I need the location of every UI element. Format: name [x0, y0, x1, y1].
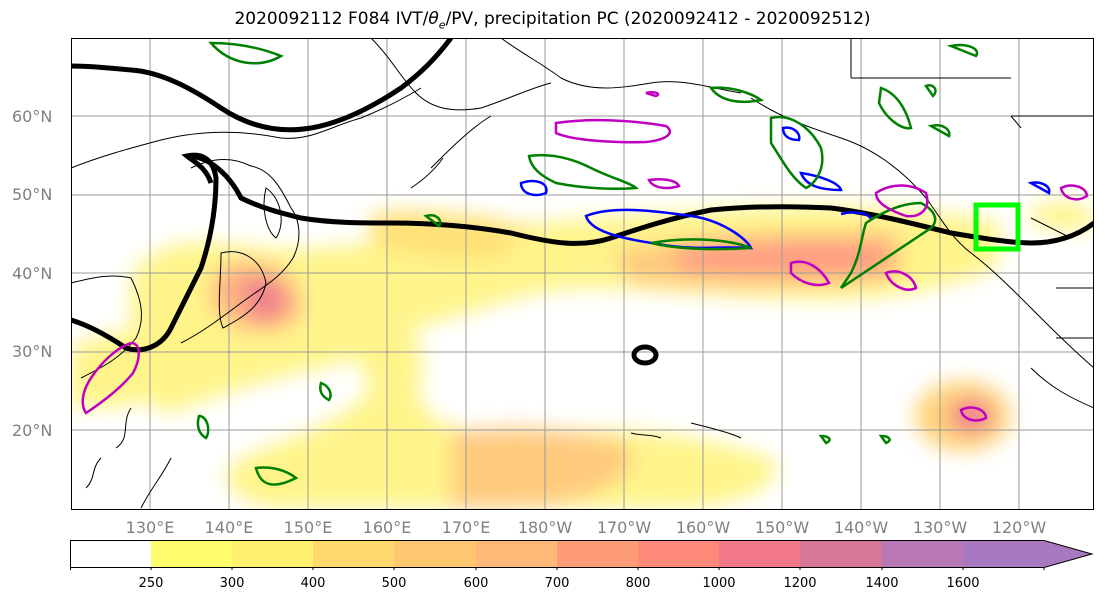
target-region-box	[973, 202, 1021, 252]
colorbar-segment-600	[476, 540, 557, 568]
lon-label-130e: 130°E	[125, 518, 175, 537]
lon-label-140e: 140°E	[204, 518, 254, 537]
lon-label-150w: 150°W	[754, 518, 810, 537]
colorbar-segment-1000	[719, 540, 800, 568]
colorbar-tick-500: 500	[381, 576, 407, 591]
map-title: 2020092112 F084 IVT/θe/PV, precipitation…	[234, 9, 871, 32]
lon-label-160e: 160°E	[362, 518, 412, 537]
colorbar-tick-1400: 1400	[865, 576, 899, 591]
map-panel	[71, 38, 1094, 510]
pv-contours-green	[196, 41, 979, 486]
lat-label-60n: 60°N	[12, 107, 53, 126]
colorbar-segment-1200	[800, 540, 882, 568]
colorbar-segment-1600	[963, 540, 1044, 568]
colorbar-tick-1000: 1000	[702, 576, 736, 591]
colorbar-extend-arrow	[1044, 540, 1092, 568]
colorbar-under-segment	[70, 540, 152, 568]
colorbar-segment-800	[638, 540, 719, 568]
lon-label-170w: 170°W	[596, 518, 652, 537]
pv-contours-magenta	[81, 91, 1089, 422]
colorbar-segment-500	[394, 540, 476, 568]
colorbar-tick-1200: 1200	[783, 576, 817, 591]
colorbar-tick-250: 250	[138, 576, 164, 591]
colorbar-tick-400: 400	[300, 576, 326, 591]
colorbar-tick-800: 800	[625, 576, 651, 591]
lon-label-120w: 120°W	[991, 518, 1047, 537]
lon-label-150e: 150°E	[283, 518, 333, 537]
lat-label-20n: 20°N	[12, 421, 53, 440]
colorbar-segment-400	[313, 540, 394, 568]
colorbar-segment-1400	[882, 540, 963, 568]
colorbar-segment-250	[151, 540, 232, 568]
lon-label-170e: 170°E	[441, 518, 491, 537]
lon-label-130w: 130°W	[912, 518, 968, 537]
colorbar-tick-1600: 1600	[946, 576, 980, 591]
colorbar-tick-300: 300	[219, 576, 245, 591]
lat-label-30n: 30°N	[12, 342, 53, 361]
graticule	[71, 38, 1094, 510]
colorbar-segment-300	[232, 540, 313, 568]
lat-label-40n: 40°N	[12, 264, 53, 283]
lon-label-160w: 160°W	[675, 518, 731, 537]
coastlines	[71, 38, 1094, 509]
lat-label-50n: 50°N	[12, 185, 53, 204]
colorbar	[70, 540, 1094, 570]
colorbar-tick-600: 600	[463, 576, 489, 591]
colorbar-tick-700: 700	[544, 576, 570, 591]
colorbar-segment-700	[557, 540, 638, 568]
lon-label-180w: 180°W	[517, 518, 573, 537]
lon-label-140w: 140°W	[833, 518, 889, 537]
